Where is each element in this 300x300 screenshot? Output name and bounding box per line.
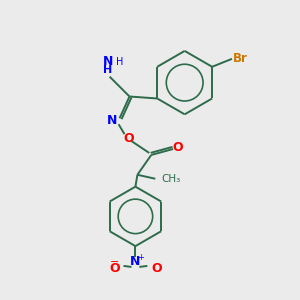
Text: N: N: [130, 256, 141, 268]
Text: O: O: [151, 262, 161, 275]
Text: CH₃: CH₃: [161, 174, 180, 184]
Text: +: +: [137, 254, 144, 262]
Text: O: O: [173, 140, 183, 154]
Text: Br: Br: [233, 52, 248, 65]
Text: −: −: [110, 257, 119, 267]
Text: H: H: [103, 65, 112, 75]
Text: H: H: [116, 57, 123, 67]
Text: N: N: [103, 55, 113, 68]
Text: N: N: [106, 114, 117, 127]
Text: O: O: [109, 262, 120, 275]
Text: O: O: [123, 132, 134, 145]
